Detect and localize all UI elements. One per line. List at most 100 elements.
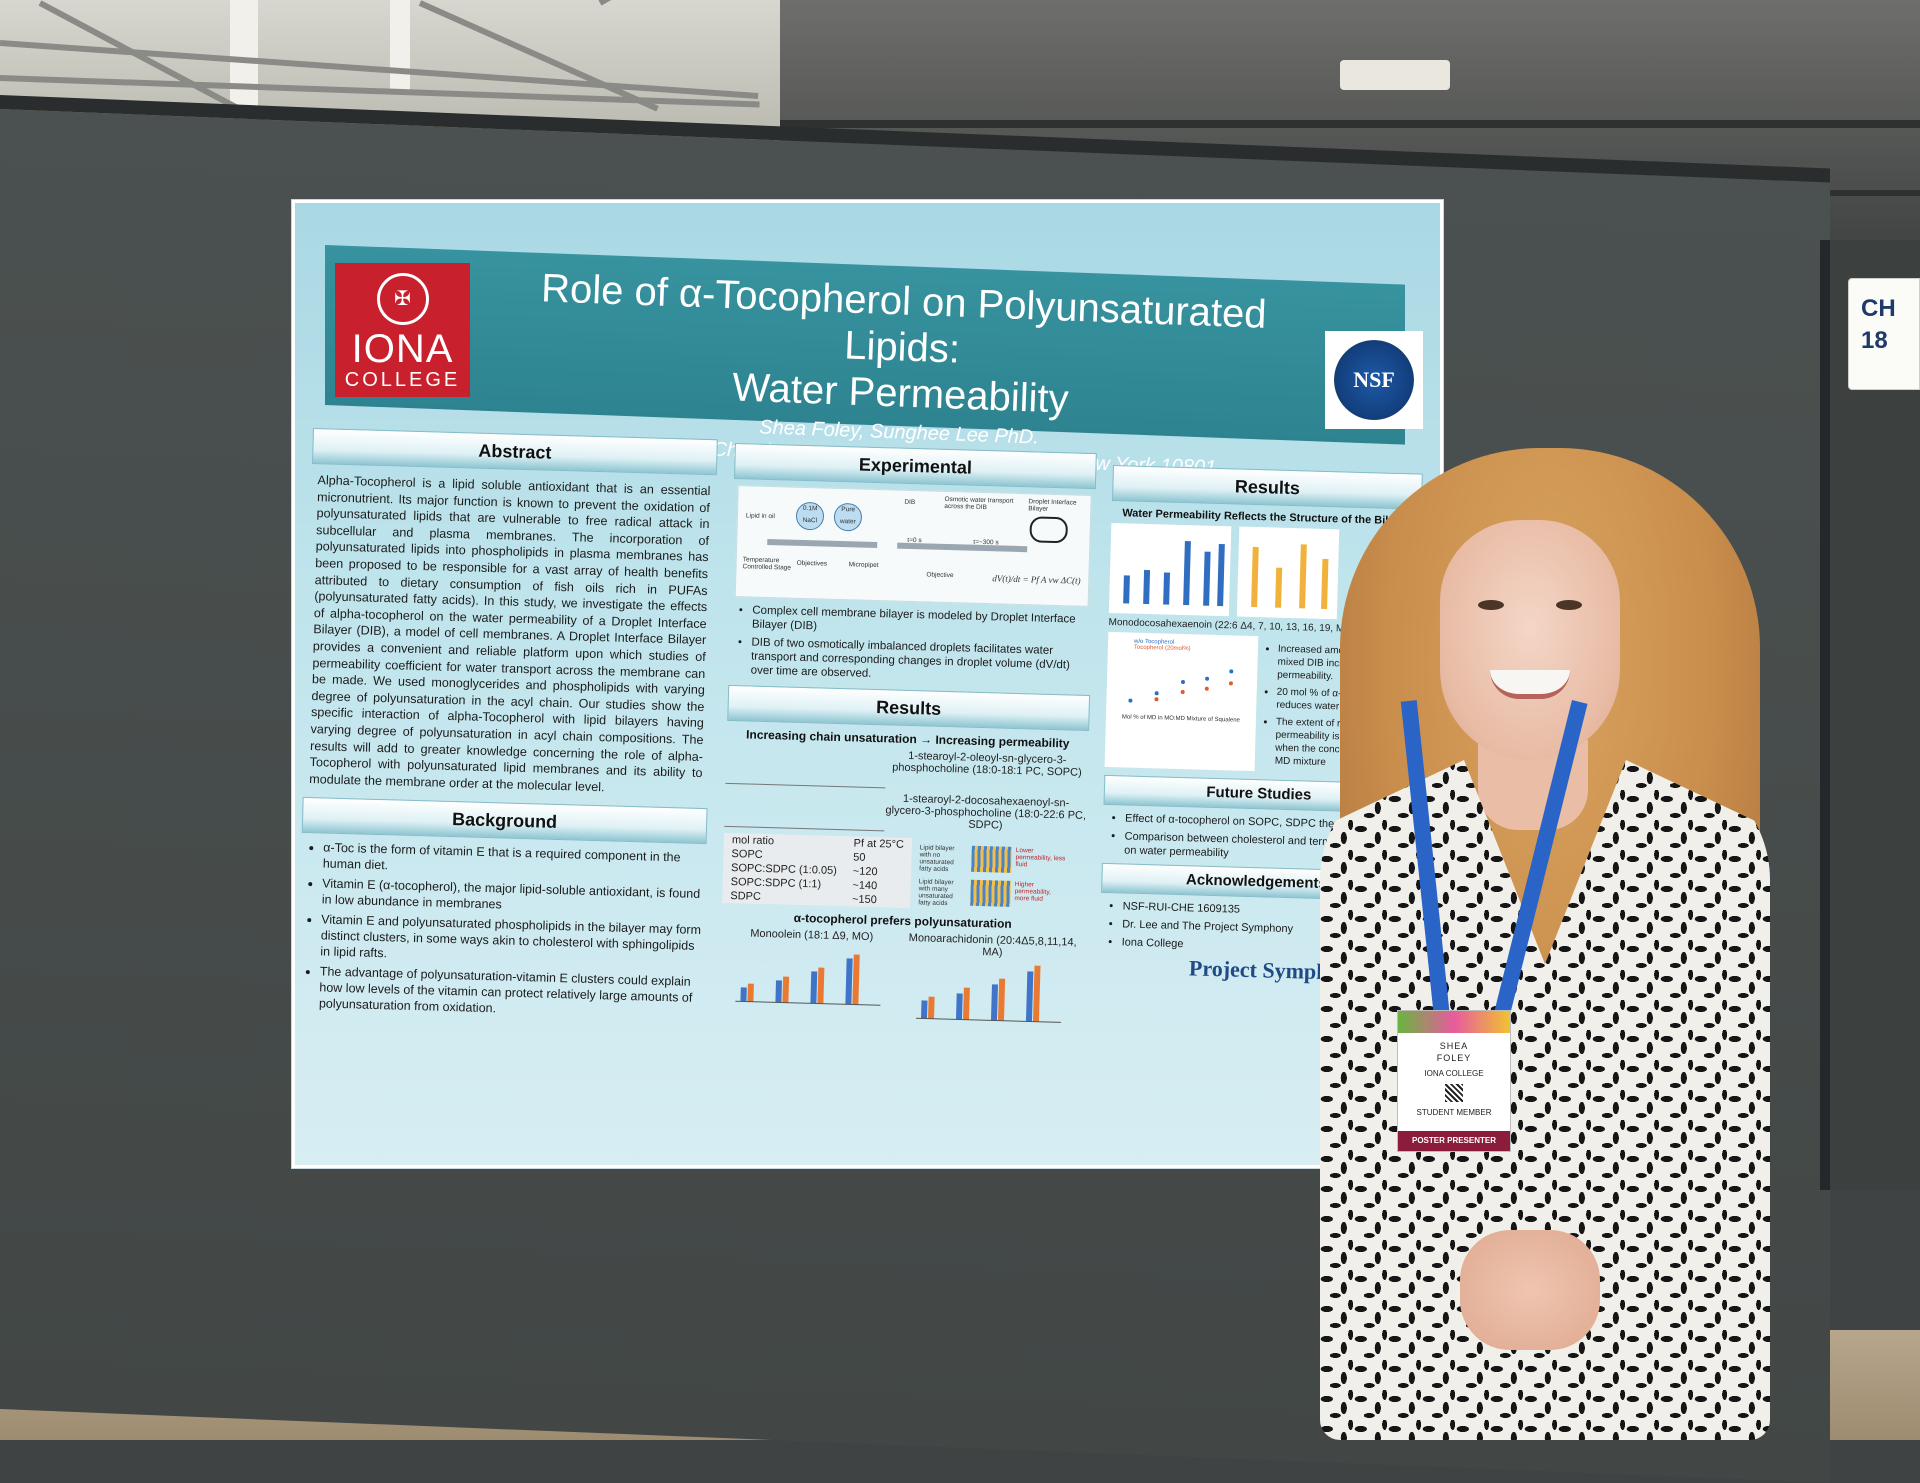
logo-name-line2: COLLEGE: [344, 369, 461, 391]
scatter-row: w/o Tocopherol Tocopherol (20mol%) Mol %…: [1104, 631, 1419, 776]
badge-name-first: SHEA: [1439, 1041, 1469, 1051]
person-eye-right: [1556, 600, 1582, 610]
diagram-label: Pure water: [839, 505, 856, 526]
point: [1154, 691, 1159, 696]
bar: [1032, 965, 1041, 1022]
axis: [734, 1000, 880, 1006]
lipid-structure-1: [725, 744, 887, 789]
lipid-row: 1-stearoyl-2-oleoyl-sn-glycero-3-phospho…: [725, 744, 1088, 794]
person-face: [1440, 520, 1620, 760]
lipid-name-2: 1-stearoyl-2-docosahexaenoyl-sn-glycero-…: [885, 792, 1087, 832]
bar: [1203, 551, 1211, 606]
mini-chart-bars-left: [734, 954, 880, 1006]
dib-icon: [1029, 516, 1069, 544]
experimental-item: Complex cell membrane bilayer is modeled…: [752, 604, 1093, 641]
bar-chart-orange: [1236, 526, 1340, 620]
person-clasped-hands: [1460, 1230, 1600, 1350]
results-heading: Results: [727, 684, 1091, 731]
mini-chart-right: Monoarachidonin (20:4Δ5,8,11,14, MA): [900, 932, 1084, 1034]
bar: [990, 984, 998, 1021]
adjacent-poster-board: [1820, 240, 1920, 1190]
diagram-label: Temperature Controlled Stage: [742, 556, 792, 572]
bar: [774, 980, 782, 1003]
bar-chart-blue: [1108, 522, 1232, 617]
column-middle: Experimental Lipid in oil 0.1M NaCl Pure…: [719, 443, 1097, 1034]
diagram-label: DIB: [904, 498, 916, 507]
bar: [997, 978, 1005, 1021]
point: [1228, 681, 1233, 686]
mini-chart-bars-right: [915, 965, 1061, 1023]
results-right-heading: Results: [1111, 465, 1423, 510]
table-cell: ~150: [851, 893, 878, 907]
column-right: Results Water Permeability Reflects the …: [1099, 465, 1423, 987]
axis: [915, 1017, 1061, 1023]
research-poster: ✠ IONA COLLEGE Role of α-Tocopherol on P…: [292, 200, 1443, 1168]
scatter-chart: w/o Tocopherol Tocopherol (20mol%) Mol %…: [1104, 631, 1259, 772]
stage-bar: [767, 538, 878, 549]
iona-college-logo: ✠ IONA COLLEGE: [335, 263, 470, 397]
diagram-droplet: Pure water: [833, 502, 863, 532]
bar: [927, 996, 935, 1019]
experimental-item: DIB of two osmotically imbalanced drople…: [750, 636, 1091, 687]
bar: [920, 1000, 928, 1019]
permeability-row: mol ratio Pf at 25°C SOPC 50 SOPC:SDPC (1…: [722, 832, 1086, 913]
bilayer-row: Lipid bilayer with no unsaturated fatty …: [919, 844, 1086, 877]
bar: [1217, 543, 1225, 607]
poster-title-block: Role of α-Tocopherol on Polyunsaturated …: [475, 263, 1330, 479]
lipid-row: 1-stearoyl-2-docosahexaenoyl-sn-glycero-…: [724, 787, 1087, 837]
lipid-structure-2: [724, 787, 886, 832]
point: [1180, 680, 1185, 685]
badge-role: STUDENT MEMBER: [1416, 1108, 1492, 1117]
scatter-points: [1128, 669, 1234, 703]
mini-chart-left: Monoolein (18:1 Δ9, MO): [719, 927, 903, 1029]
point: [1154, 697, 1159, 702]
badge-affiliation: IONA COLLEGE: [1424, 1069, 1484, 1078]
bar: [746, 983, 754, 1002]
nsf-globe-icon: NSF: [1334, 340, 1414, 420]
point: [1128, 698, 1133, 703]
nsf-logo: NSF: [1325, 331, 1423, 429]
college-seal-icon: ✠: [376, 273, 429, 325]
background-item: The advantage of polyunsaturation-vitami…: [319, 964, 703, 1023]
person-eye-left: [1478, 600, 1504, 610]
bar: [816, 967, 824, 1004]
abstract-text: Alpha-Tocopherol is a lipid soluble anti…: [309, 473, 711, 794]
diagram-label: Objectives: [796, 559, 828, 568]
bar: [809, 971, 817, 1004]
point: [1180, 690, 1185, 695]
column-left: Abstract Alpha-Tocopherol is a lipid sol…: [297, 428, 718, 1026]
bar: [1025, 971, 1033, 1022]
point: [1204, 686, 1209, 691]
diagram-label: Osmotic water transport across the DIB: [944, 495, 1014, 512]
bilayer-label: Lower permeability, less fluid: [1015, 846, 1066, 869]
diagram-label: 0.1M NaCl: [802, 504, 818, 525]
bilayer-label: Higher permeability, more fluid: [1014, 880, 1052, 903]
bilayer-diagram: Lipid bilayer with no unsaturated fatty …: [910, 838, 1086, 913]
diagram-label: Micropipet: [848, 561, 879, 570]
flux-equation: dV(t)/dt = Pf A vw ΔC(t): [992, 573, 1081, 586]
badge-qr-icon: [1445, 1084, 1463, 1102]
permeability-table: mol ratio Pf at 25°C SOPC 50 SOPC:SDPC (1…: [722, 832, 913, 909]
bar: [1183, 541, 1191, 606]
diagram-label: Droplet Interface Bilayer: [1028, 498, 1077, 513]
bar: [1299, 544, 1307, 609]
bar: [1123, 575, 1130, 604]
bar: [851, 954, 860, 1005]
bar: [955, 993, 963, 1020]
bar: [1143, 569, 1151, 605]
bar: [739, 987, 747, 1002]
person-smile: [1490, 670, 1570, 699]
bar: [1251, 546, 1259, 608]
structure-charts: [1108, 522, 1421, 622]
background-list: α-Toc is the form of vitamin E that is a…: [297, 839, 707, 1022]
background-item: Vitamin E (α-tocopherol), the major lipi…: [322, 876, 706, 919]
lipid-name-1: 1-stearoyl-2-oleoyl-sn-glycero-3-phospho…: [892, 749, 1082, 779]
bar: [1163, 572, 1171, 605]
board-number-text: CH 18: [1861, 295, 1896, 354]
bar: [962, 987, 970, 1020]
experimental-list: Complex cell membrane bilayer is modeled…: [728, 603, 1092, 687]
bar: [1275, 567, 1283, 608]
bilayer-label: Lipid bilayer with many unsaturated fatt…: [918, 878, 954, 908]
mini-charts: Monoolein (18:1 Δ9, MO) Monoarachidonin …: [719, 927, 1084, 1034]
badge-footer: POSTER PRESENTER: [1398, 1131, 1510, 1151]
